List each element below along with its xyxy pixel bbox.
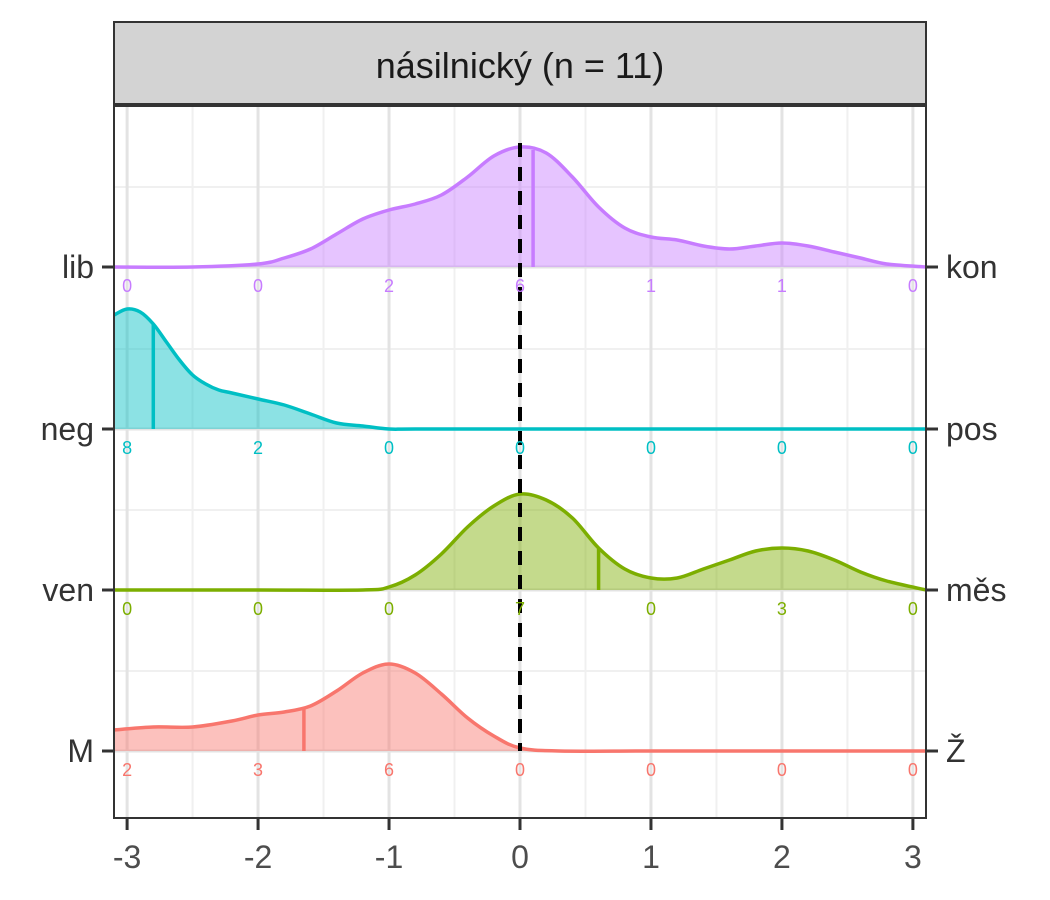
count-label: 0 [515,438,525,458]
density-area [114,493,926,591]
y-label-right: kon [946,249,998,285]
count-label: 6 [384,760,394,780]
y-label-right: Ž [946,733,966,769]
count-label: 0 [122,276,132,296]
count-label: 0 [908,438,918,458]
y-label-left: neg [41,411,94,447]
ridge-ven [114,492,927,592]
strip: násilnický (n = 11) [113,21,927,105]
y-label-right: pos [946,411,998,447]
count-label: 0 [908,760,918,780]
ridges [113,145,927,753]
y-label-left: M [67,733,94,769]
x-axis: -3 -2 -1 0 1 2 3 [113,818,922,875]
ridge-lib [113,145,927,269]
density-curve [113,307,926,431]
count-label: 0 [253,276,263,296]
count-label: 0 [384,599,394,619]
x-tick-label: -1 [375,839,403,875]
ridge-M [113,662,926,753]
count-label: 3 [777,599,787,619]
count-label: 0 [646,438,656,458]
density-area [114,308,926,430]
x-tick-label: 2 [773,839,791,875]
strip-background [113,21,927,105]
count-labels: 2 3 6 0 0 0 0 0 0 0 7 0 3 0 8 2 0 0 0 0 0 0 0 2 6 1 1 0 [122,276,918,780]
y-label-right: měs [946,572,1006,608]
x-tick-label: -3 [113,839,141,875]
x-tick-label: 0 [511,839,529,875]
count-label: 0 [253,599,263,619]
count-label: 0 [777,438,787,458]
count-label: 0 [646,599,656,619]
x-tick-label: -2 [244,839,272,875]
count-label: 3 [253,760,263,780]
count-label: 0 [515,760,525,780]
density-curve [113,145,927,269]
count-label: 7 [515,599,525,619]
count-label: 1 [646,276,656,296]
density-area [114,664,926,752]
y-label-left: ven [42,572,94,608]
chart-title: násilnický (n = 11) [376,45,664,86]
count-label: 0 [777,760,787,780]
count-label: 0 [384,438,394,458]
x-tick-label: 3 [904,839,922,875]
density-area [114,146,926,268]
count-label: 0 [646,760,656,780]
count-label: 6 [515,276,525,296]
y-label-left: lib [62,249,94,285]
count-label: 0 [122,599,132,619]
density-curve [113,662,926,753]
count-label: 0 [908,599,918,619]
count-label: 8 [122,438,132,458]
x-tick-label: 1 [642,839,660,875]
count-label: 2 [253,438,263,458]
count-label: 1 [777,276,787,296]
count-label: 2 [122,760,132,780]
ridge-neg [113,307,926,431]
count-label: 0 [908,276,918,296]
count-label: 2 [384,276,394,296]
